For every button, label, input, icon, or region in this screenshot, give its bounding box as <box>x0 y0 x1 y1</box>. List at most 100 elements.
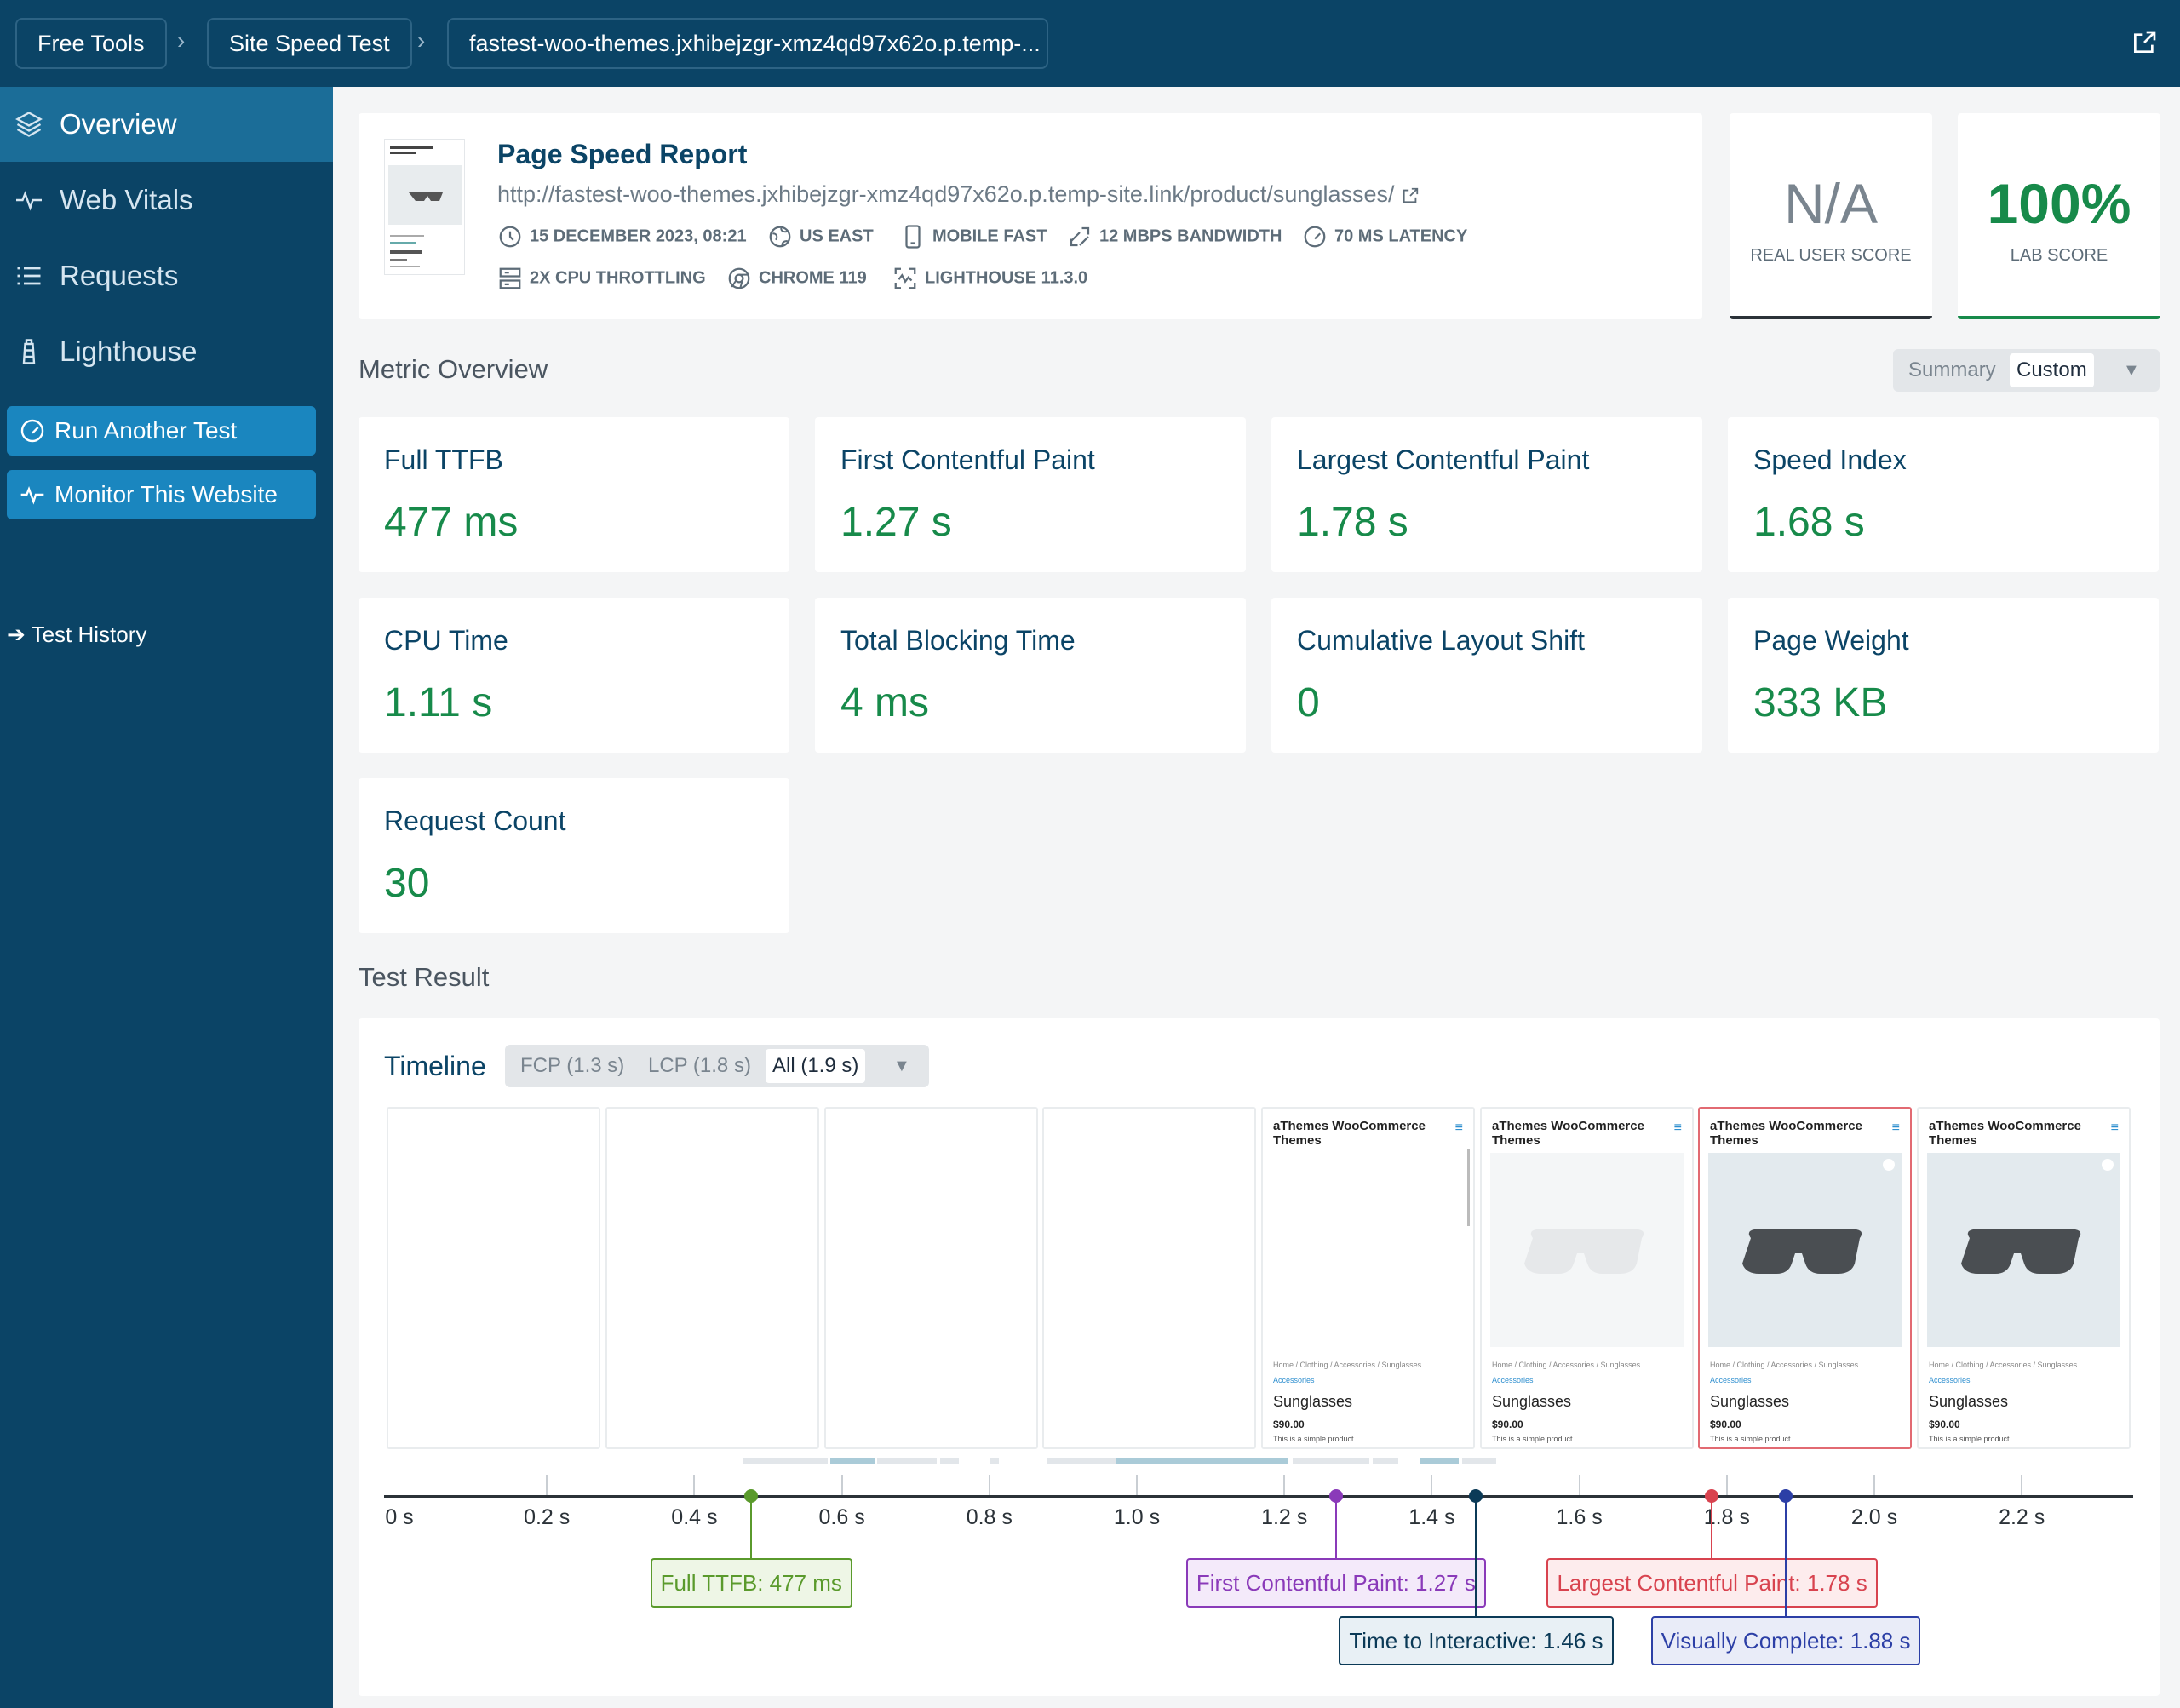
metric-name: Cumulative Layout Shift <box>1297 625 1585 656</box>
tti-marker-label[interactable]: Time to Interactive: 1.46 s <box>1339 1616 1614 1665</box>
frame-description: This is a simple product. <box>1273 1435 1357 1443</box>
frame-price: $90.00 <box>1710 1419 1741 1430</box>
lcp-marker-line <box>1711 1496 1713 1558</box>
full-ttfb-marker-dot <box>744 1489 759 1503</box>
frame-breadcrumb: Home / Clothing / Accessories / Sunglass… <box>1273 1361 1422 1369</box>
report-url-text: http://fastest-woo-themes.jxhibejzgr-xmz… <box>497 181 1395 207</box>
filmstrip-frame-blank[interactable] <box>605 1107 819 1449</box>
breadcrumb-current-url[interactable]: fastest-woo-themes.jxhibejzgr-xmz4qd97x6… <box>447 18 1048 69</box>
axis-tick <box>1873 1475 1875 1495</box>
filter-lcp[interactable]: LCP (1.8 s) <box>648 1054 751 1077</box>
filmstrip-frame-text[interactable]: aThemes WooCommerce Themes ≡ Home / Clot… <box>1261 1107 1475 1449</box>
breadcrumb-site-speed-test[interactable]: Site Speed Test <box>207 18 412 69</box>
fcp-marker-label[interactable]: First Contentful Paint: 1.27 s <box>1185 1558 1486 1608</box>
metric-value: 1.11 s <box>384 680 493 725</box>
frame-description: This is a simple product. <box>1492 1435 1575 1443</box>
visually-complete-marker-label[interactable]: Visually Complete: 1.88 s <box>1650 1616 1921 1665</box>
metric-value: 1.78 s <box>1297 500 1408 545</box>
test-history-link[interactable]: ➔ Test History <box>7 622 146 648</box>
frame-breadcrumb: Home / Clothing / Accessories / Sunglass… <box>1929 1361 2078 1369</box>
frame-product-image <box>1490 1153 1684 1347</box>
metric-name: Total Blocking Time <box>840 625 1076 656</box>
sidebar-item-requests[interactable]: Requests <box>0 238 333 313</box>
chevron-down-icon[interactable]: ▼ <box>2123 361 2140 380</box>
frame-product-name: Sunglasses <box>1710 1393 1790 1410</box>
frame-category: Accessories <box>1273 1376 1315 1384</box>
frame-breadcrumb: Home / Clothing / Accessories / Sunglass… <box>1710 1361 1859 1369</box>
gauge-icon <box>1304 226 1326 248</box>
meta-latency-text: 70 MS LATENCY <box>1334 226 1468 246</box>
frame-category: Accessories <box>1929 1376 1971 1384</box>
page-thumbnail <box>384 139 465 275</box>
pulse-icon <box>20 485 44 505</box>
frame-category: Accessories <box>1492 1376 1534 1384</box>
frame-product-name: Sunglasses <box>1273 1393 1353 1410</box>
filmstrip-frame-lcp[interactable]: aThemes WooCommerce Themes ≡ Home / Clot… <box>1698 1107 1912 1449</box>
metric-card-lcp[interactable]: Largest Contentful Paint 1.78 s <box>1271 417 1702 572</box>
meta-bandwidth: 12 MBPS BANDWIDTH <box>1067 224 1282 249</box>
meta-lighthouse-text: LIGHTHOUSE 11.3.0 <box>925 268 1088 288</box>
filter-fcp[interactable]: FCP (1.3 s) <box>520 1054 625 1077</box>
axis-tick-label: 2.2 s <box>1999 1505 2045 1529</box>
request-bar <box>1293 1458 1369 1464</box>
run-another-test-button[interactable]: Run Another Test <box>7 406 316 456</box>
fcp-marker-dot <box>1328 1489 1343 1503</box>
real-user-score-card[interactable]: N/A REAL USER SCORE <box>1730 113 1932 319</box>
sidebar-item-label: Lighthouse <box>60 335 198 367</box>
sidebar-item-label: Requests <box>60 260 179 291</box>
external-link-icon[interactable] <box>1401 186 1420 205</box>
lcp-marker-label[interactable]: Largest Contentful Paint: 1.78 s <box>1546 1558 1878 1608</box>
request-bar <box>1047 1458 1116 1464</box>
filmstrip-frame-blank[interactable] <box>387 1107 600 1449</box>
meta-device: MOBILE FAST <box>900 224 1047 249</box>
axis-tick-label: 0 s <box>385 1505 414 1529</box>
full-ttfb-marker-label[interactable]: Full TTFB: 477 ms <box>650 1558 852 1608</box>
real-user-score-value: N/A <box>1783 172 1879 235</box>
lab-score-card[interactable]: 100% LAB SCORE <box>1958 113 2160 319</box>
sidebar-item-overview[interactable]: Overview <box>0 87 333 162</box>
filmstrip-frame-faded-image[interactable]: aThemes WooCommerce Themes ≡ Home / Clot… <box>1480 1107 1694 1449</box>
breadcrumb-free-tools[interactable]: Free Tools <box>15 18 167 69</box>
monitor-website-label: Monitor This Website <box>54 481 278 507</box>
metric-value: 477 ms <box>384 500 519 545</box>
metric-card-page-weight[interactable]: Page Weight 333 KB <box>1728 598 2159 753</box>
chrome-icon <box>728 267 750 289</box>
metric-value: 4 ms <box>840 680 930 725</box>
filter-all[interactable]: All (1.9 s) <box>766 1049 866 1083</box>
metric-card-cpu-time[interactable]: CPU Time 1.11 s <box>359 598 789 753</box>
visually-complete-marker-dot <box>1779 1489 1793 1503</box>
metric-value: 0 <box>1297 680 1320 725</box>
external-link-icon[interactable] <box>2131 29 2158 56</box>
request-bar <box>1462 1458 1496 1464</box>
chevron-right-icon: › <box>177 27 186 54</box>
report-card: Page Speed Report http://fastest-woo-the… <box>359 113 1702 319</box>
axis-tick <box>1283 1475 1286 1495</box>
toggle-summary[interactable]: Summary <box>1908 358 1996 381</box>
frame-header: aThemes WooCommerce Themes <box>1273 1119 1426 1148</box>
filmstrip-frame-blank[interactable] <box>1042 1107 1256 1449</box>
metric-card-tbt[interactable]: Total Blocking Time 4 ms <box>815 598 1246 753</box>
metric-value: 30 <box>384 861 430 906</box>
timeline-title: Timeline <box>384 1051 486 1081</box>
metric-card-request-count[interactable]: Request Count 30 <box>359 778 789 933</box>
report-url[interactable]: http://fastest-woo-themes.jxhibejzgr-xmz… <box>497 181 1420 208</box>
metric-card-full-ttfb[interactable]: Full TTFB 477 ms <box>359 417 789 572</box>
metric-card-speed-index[interactable]: Speed Index 1.68 s <box>1728 417 2159 572</box>
sidebar-item-web-vitals[interactable]: Web Vitals <box>0 163 333 238</box>
monitor-website-button[interactable]: Monitor This Website <box>7 470 316 519</box>
toggle-custom[interactable]: Custom <box>2010 353 2094 387</box>
frame-header: aThemes WooCommerce Themes <box>1929 1119 2081 1148</box>
meta-lighthouse: LIGHTHOUSE 11.3.0 <box>892 266 1087 291</box>
filmstrip-frame-blank[interactable] <box>824 1107 1038 1449</box>
metric-card-cls[interactable]: Cumulative Layout Shift 0 <box>1271 598 1702 753</box>
sidebar-item-lighthouse[interactable]: Lighthouse <box>0 314 333 389</box>
metric-card-fcp[interactable]: First Contentful Paint 1.27 s <box>815 417 1246 572</box>
sunglasses-icon <box>1524 1229 1644 1274</box>
chevron-down-icon[interactable]: ▼ <box>893 1057 910 1075</box>
tti-marker-line <box>1475 1496 1477 1616</box>
frame-category: Accessories <box>1710 1376 1752 1384</box>
request-bar <box>830 1458 875 1464</box>
filmstrip-frame-complete[interactable]: aThemes WooCommerce Themes ≡ Home / Clot… <box>1917 1107 2131 1449</box>
axis-tick <box>840 1475 843 1495</box>
lab-score-value: 100% <box>1987 172 2131 235</box>
